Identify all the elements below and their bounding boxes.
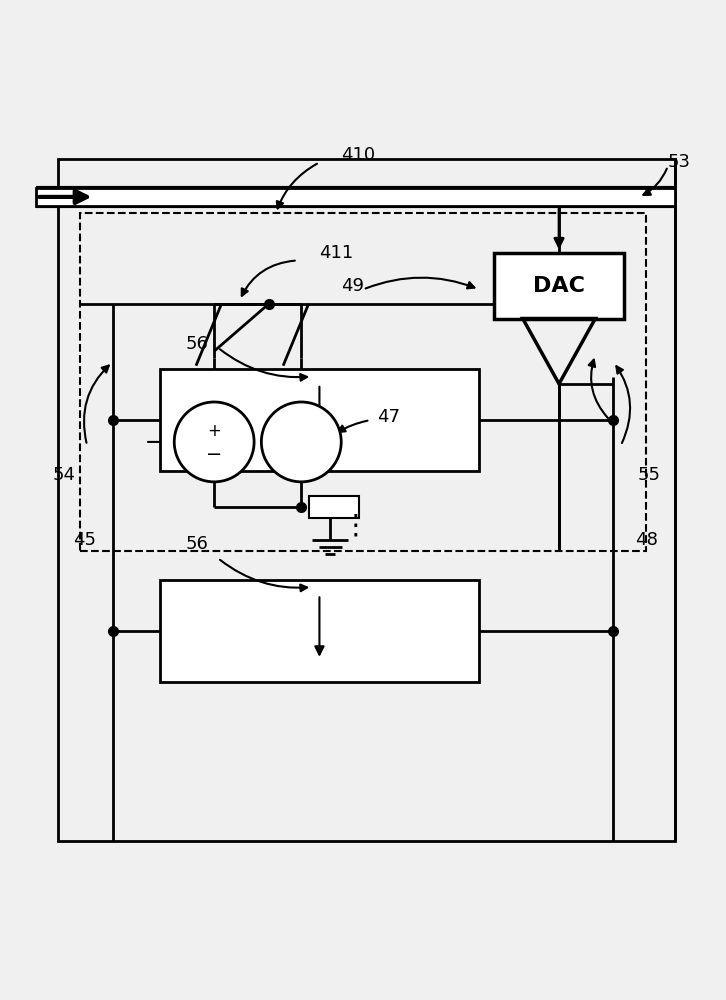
Text: 56: 56 — [185, 335, 208, 353]
Text: 56: 56 — [185, 535, 208, 553]
Bar — [160, 580, 479, 682]
Text: 48: 48 — [635, 531, 658, 549]
Bar — [58, 159, 675, 841]
Bar — [80, 213, 646, 551]
Circle shape — [174, 402, 254, 482]
Text: 55: 55 — [637, 466, 661, 484]
Text: ⋮: ⋮ — [342, 511, 370, 539]
Text: +: + — [207, 422, 221, 440]
Bar — [36, 188, 675, 206]
Text: 410: 410 — [341, 146, 375, 164]
Text: −: − — [206, 445, 222, 464]
Bar — [309, 496, 359, 518]
Text: DAC: DAC — [533, 276, 585, 296]
Text: 53: 53 — [668, 153, 691, 171]
Text: 54: 54 — [52, 466, 76, 484]
Text: 411: 411 — [319, 244, 354, 262]
Text: 45: 45 — [73, 531, 96, 549]
Bar — [160, 369, 479, 471]
Bar — [494, 253, 624, 318]
Circle shape — [261, 402, 341, 482]
Text: 49: 49 — [341, 277, 364, 295]
Text: 47: 47 — [378, 408, 401, 426]
